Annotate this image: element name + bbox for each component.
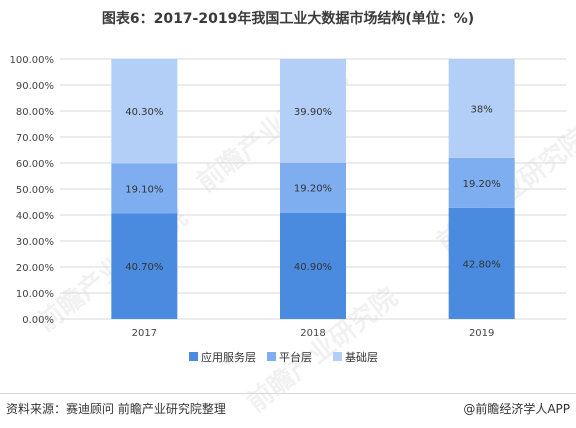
bar-segment	[448, 59, 515, 158]
data-label: 19.20%	[463, 179, 501, 190]
bar-segment	[280, 212, 346, 319]
data-label: 19.10%	[125, 184, 163, 195]
y-tick-label: 100.00%	[10, 55, 55, 66]
bar-segment	[448, 157, 515, 208]
legend-label: 平台层	[279, 350, 312, 364]
legend-label: 基础层	[345, 351, 378, 364]
source-note: 资料来源：赛迪顾问 前瞻产业研究院整理	[6, 402, 226, 416]
data-label: 40.70%	[125, 262, 163, 273]
bar-segment	[280, 59, 346, 163]
data-label: 40.90%	[294, 262, 332, 273]
data-label: 19.20%	[294, 184, 332, 195]
footer-divider	[0, 393, 576, 394]
x-tick-label: 2018	[300, 328, 325, 339]
bar-segment	[111, 163, 178, 214]
y-tick-label: 20.00%	[16, 263, 54, 274]
legend-swatch	[333, 352, 342, 361]
data-label: 40.30%	[125, 107, 163, 118]
legend-swatch	[267, 352, 276, 361]
data-label: 39.90%	[294, 107, 332, 118]
bar-segment	[448, 207, 515, 319]
bar-segment	[111, 58, 178, 164]
x-tick-label: 2017	[132, 328, 157, 339]
y-tick-label: 0.00%	[22, 315, 54, 326]
legend-label: 应用服务层	[201, 350, 256, 364]
stacked-bar-chart: 0.00% 10.00% 20.00% 30.00% 40.00% 50.00% 60.00…	[10, 55, 566, 364]
legend-swatch	[189, 352, 198, 361]
data-label: 42.80%	[463, 259, 501, 270]
y-tick-label: 40.00%	[16, 211, 54, 222]
y-tick-label: 90.00%	[16, 81, 54, 92]
y-tick-label: 50.00%	[16, 185, 54, 196]
y-tick-label: 80.00%	[16, 107, 54, 118]
y-tick-label: 10.00%	[16, 289, 54, 300]
y-tick-label: 60.00%	[16, 159, 54, 170]
y-tick-label: 30.00%	[16, 237, 54, 248]
bar-segment	[280, 162, 346, 213]
y-tick-label: 70.00%	[16, 133, 54, 144]
bar-segment	[111, 213, 178, 319]
credit-note: @前瞻经济学人APP	[463, 402, 570, 416]
chart-title: 图表6：2017-2019年我国工业大数据市场结构(单位：%)	[101, 11, 475, 27]
data-label: 38%	[471, 104, 493, 115]
x-tick-label: 2019	[469, 328, 494, 339]
